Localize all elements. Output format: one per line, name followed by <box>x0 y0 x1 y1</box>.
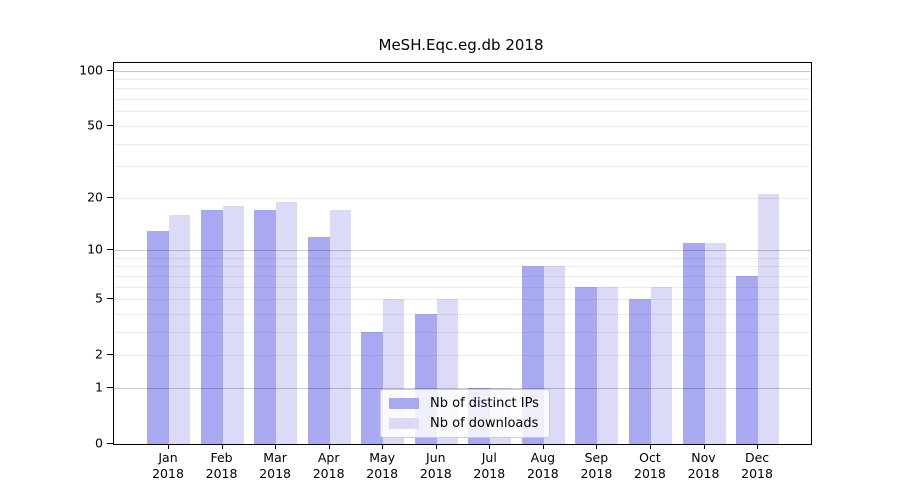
y-tick-label-100: 100 <box>79 62 103 78</box>
gridline-4 <box>114 313 811 315</box>
y-tick-mark-1 <box>107 386 113 388</box>
legend: Nb of distinct IPs Nb of downloads <box>380 389 550 438</box>
x-tick-label-jan: Jan 2018 <box>152 450 184 481</box>
bar-downloads-jan <box>169 214 190 444</box>
legend-label-distinct-ips: Nb of distinct IPs <box>430 396 539 411</box>
gridline-5 <box>114 299 811 301</box>
x-tick-mark-feb <box>221 444 223 449</box>
x-tick-label-jun: Jun 2018 <box>419 450 452 481</box>
gridline-60 <box>114 111 811 113</box>
y-tick-mark-2 <box>107 354 113 356</box>
bar-ips-mar <box>254 210 277 444</box>
bar-ips-apr <box>307 236 330 444</box>
x-tick-mark-jan <box>168 444 169 449</box>
chart-title: MeSH.Eqc.eg.db 2018 <box>378 36 544 54</box>
x-tick-label-oct: Oct 2018 <box>634 450 666 481</box>
y-tick-label-1: 1 <box>95 379 103 395</box>
x-tick-mark-oct <box>649 444 651 449</box>
x-tick-label-apr: Apr 2018 <box>312 450 345 481</box>
bar-downloads-apr <box>329 210 351 444</box>
gridline-8 <box>114 266 811 268</box>
y-tick-label-5: 5 <box>95 290 103 306</box>
x-tick-label-aug: Aug 2018 <box>526 450 559 481</box>
gridline-9 <box>114 257 811 259</box>
y-tick-mark-100 <box>107 69 113 71</box>
gridline-90 <box>114 79 811 81</box>
legend-swatch-downloads <box>389 418 419 429</box>
bar-downloads-mar <box>276 201 298 444</box>
gridline-70 <box>114 99 811 101</box>
legend-item-distinct-ips: Nb of distinct IPs <box>389 396 539 411</box>
x-tick-label-sep: Sep 2018 <box>580 450 613 481</box>
x-tick-mark-sep <box>596 444 598 449</box>
bar-ips-nov <box>682 242 705 444</box>
y-tick-label-50: 50 <box>87 117 103 133</box>
bar-ips-feb <box>200 210 223 444</box>
gridline-80 <box>114 88 811 90</box>
bar-downloads-oct <box>650 286 672 444</box>
gridline-6 <box>114 286 811 288</box>
y-tick-mark-10 <box>107 249 113 250</box>
x-tick-mark-aug <box>542 444 544 449</box>
bar-downloads-feb <box>222 205 244 444</box>
y-tick-label-10: 10 <box>87 241 103 257</box>
gridline-20 <box>114 197 811 199</box>
plot-area <box>113 62 812 445</box>
bar-ips-sep <box>575 286 598 444</box>
gridline-7 <box>114 275 811 277</box>
bar-downloads-dec <box>758 193 780 444</box>
x-tick-label-nov: Nov 2018 <box>687 450 720 481</box>
gridline-3 <box>114 331 811 333</box>
x-tick-mark-jul <box>489 444 491 449</box>
y-tick-label-0: 0 <box>95 435 103 451</box>
gridline-30 <box>114 166 811 168</box>
gridline-40 <box>114 143 811 145</box>
x-tick-mark-mar <box>275 444 277 449</box>
x-tick-mark-may <box>382 444 384 449</box>
bar-downloads-sep <box>597 286 619 444</box>
y-tick-label-20: 20 <box>87 189 103 205</box>
x-tick-mark-dec <box>757 444 759 449</box>
y-tick-mark-5 <box>107 298 113 300</box>
bar-downloads-nov <box>704 242 726 444</box>
x-tick-label-may: May 2018 <box>366 450 399 481</box>
gridline-100 <box>114 70 811 72</box>
legend-item-downloads: Nb of downloads <box>389 416 539 431</box>
y-tick-label-2: 2 <box>95 346 103 362</box>
x-tick-label-feb: Feb 2018 <box>205 450 238 481</box>
x-tick-mark-nov <box>703 444 705 449</box>
gridline-10 <box>114 250 811 251</box>
gridline-2 <box>114 355 811 357</box>
y-tick-mark-20 <box>107 196 113 198</box>
x-tick-label-jul: Jul 2018 <box>473 450 506 481</box>
bar-ips-may <box>361 331 384 444</box>
x-tick-mark-apr <box>328 444 330 449</box>
bar-ips-dec <box>736 275 759 444</box>
gridline-50 <box>114 125 811 127</box>
x-tick-label-dec: Dec 2018 <box>741 450 773 481</box>
bar-ips-oct <box>628 299 651 444</box>
bar-ips-jan <box>147 230 169 444</box>
legend-label-downloads: Nb of downloads <box>430 416 539 431</box>
x-tick-label-mar: Mar 2018 <box>259 450 291 481</box>
legend-swatch-distinct-ips <box>389 398 419 409</box>
y-tick-mark-0 <box>107 443 113 444</box>
y-tick-mark-50 <box>107 124 113 126</box>
x-tick-mark-jun <box>435 444 437 449</box>
gridline-1 <box>114 387 811 389</box>
